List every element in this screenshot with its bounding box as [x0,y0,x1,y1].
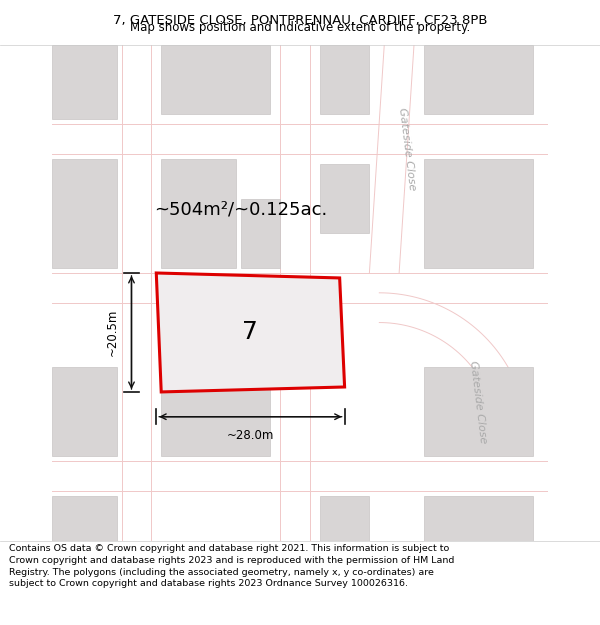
Bar [241,199,280,268]
Bar [424,159,533,268]
Bar [320,496,370,541]
Bar [52,45,116,119]
Text: ~20.5m: ~20.5m [106,309,119,356]
Text: Gateside Close: Gateside Close [469,360,488,444]
Bar [161,159,236,268]
Bar [52,159,116,268]
Text: ~504m²/~0.125ac.: ~504m²/~0.125ac. [154,201,327,219]
Bar [52,367,116,456]
Polygon shape [370,45,414,273]
Text: 7, GATESIDE CLOSE, PONTPRENNAU, CARDIFF, CF23 8PB: 7, GATESIDE CLOSE, PONTPRENNAU, CARDIFF,… [113,14,487,28]
Text: Gateside Close: Gateside Close [397,107,417,191]
Bar [161,45,270,114]
Text: Map shows position and indicative extent of the property.: Map shows position and indicative extent… [130,21,470,34]
Polygon shape [379,292,527,432]
Bar [424,496,533,541]
Bar [424,45,533,114]
Text: ~28.0m: ~28.0m [227,429,274,442]
Polygon shape [156,273,344,392]
Bar [320,45,370,114]
Text: 7: 7 [242,321,259,344]
Text: Contains OS data © Crown copyright and database right 2021. This information is : Contains OS data © Crown copyright and d… [9,544,454,588]
Bar [424,367,533,456]
Bar [161,367,270,456]
Bar [52,496,116,541]
Bar [320,164,370,233]
